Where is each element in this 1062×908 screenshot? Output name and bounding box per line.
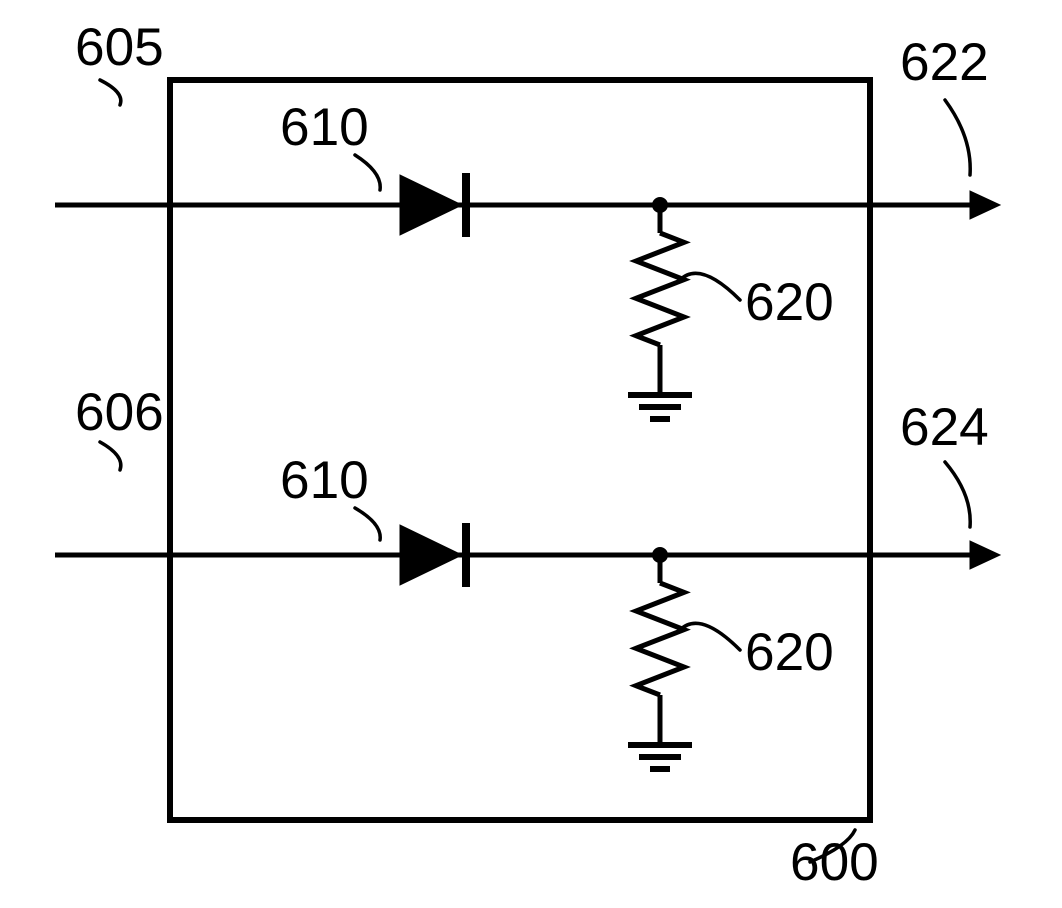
label-l606-leader xyxy=(100,442,121,470)
label-l610b: 610 xyxy=(280,451,369,510)
label-l622-leader xyxy=(945,100,970,175)
label-l600: 600 xyxy=(790,833,879,892)
label-l622: 622 xyxy=(900,33,989,92)
wire-top-arrow xyxy=(970,191,1000,219)
diode-top-anode xyxy=(400,175,462,235)
label-l610b-leader xyxy=(355,508,380,540)
label-l620a-leader xyxy=(680,273,740,300)
label-l620b: 620 xyxy=(745,623,834,682)
label-l624: 624 xyxy=(900,398,989,457)
label-l605-leader xyxy=(100,80,121,105)
module-boundary xyxy=(170,80,870,820)
label-l606: 606 xyxy=(75,383,164,442)
resistor-top xyxy=(636,233,684,345)
label-l610a: 610 xyxy=(280,98,369,157)
diode-bottom-cathode xyxy=(462,523,470,587)
wire-bottom-arrow xyxy=(970,541,1000,569)
resistor-bottom xyxy=(636,583,684,695)
label-l624-leader xyxy=(945,462,970,527)
diode-bottom-anode xyxy=(400,525,462,585)
diode-top-cathode xyxy=(462,173,470,237)
label-l620b-leader xyxy=(680,623,740,650)
label-l605: 605 xyxy=(75,18,164,77)
label-l610a-leader xyxy=(355,155,380,190)
label-l620a: 620 xyxy=(745,273,834,332)
